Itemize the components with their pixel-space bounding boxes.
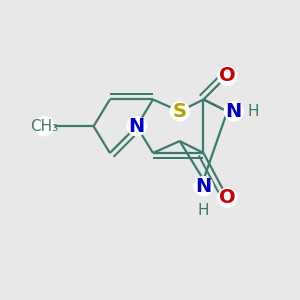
Circle shape (218, 188, 237, 207)
Circle shape (224, 102, 243, 121)
Circle shape (127, 117, 146, 136)
Text: O: O (219, 66, 236, 85)
Text: N: N (128, 117, 145, 136)
Text: N: N (226, 102, 242, 121)
Text: H: H (198, 202, 209, 217)
Text: O: O (219, 188, 236, 207)
Circle shape (170, 102, 189, 121)
Circle shape (35, 117, 54, 136)
Text: CH₃: CH₃ (30, 119, 58, 134)
Text: H: H (247, 104, 259, 119)
Text: N: N (195, 177, 212, 196)
Text: S: S (173, 102, 187, 121)
Circle shape (194, 177, 213, 196)
Circle shape (218, 66, 237, 85)
